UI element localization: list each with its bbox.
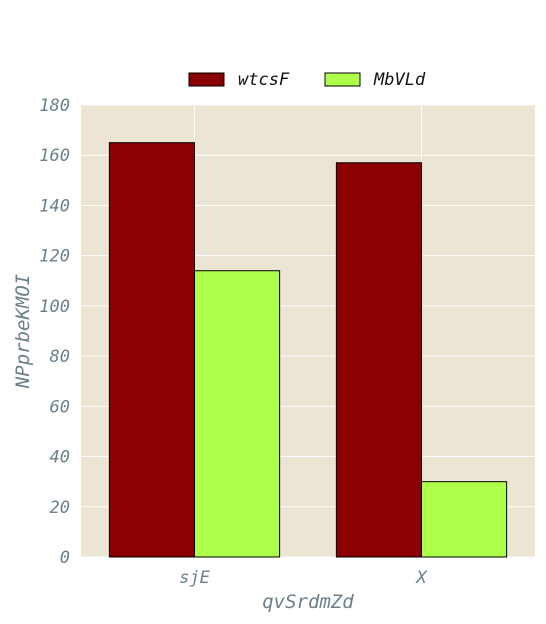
bar-MbVLd-X — [421, 481, 508, 558]
bar-wtcsF-sjE — [108, 142, 195, 558]
y-tick-label: 40 — [50, 448, 70, 468]
y-tick-label: 20 — [50, 498, 70, 518]
y-tick-label: 160 — [39, 146, 70, 166]
y-tick-label: 120 — [39, 247, 70, 267]
x-tick-labels: sjE X — [179, 568, 428, 588]
bar-wtcsF-X — [335, 162, 422, 558]
y-tick-label: 0 — [60, 548, 70, 568]
y-axis-label: NPprbeKMOI — [12, 274, 34, 389]
bars — [108, 142, 508, 558]
x-tick-label: sjE — [179, 568, 210, 588]
y-tick-label: 140 — [39, 196, 70, 216]
y-tick-label: 180 — [39, 96, 70, 116]
bar-MbVLd-sjE — [194, 270, 281, 558]
x-axis-label: qvSrdmZd — [262, 591, 354, 613]
legend-swatch-wtcsF — [188, 72, 225, 87]
x-tick-label: X — [414, 568, 428, 588]
legend-label-MbVLd: MbVLd — [373, 70, 426, 90]
y-tick-labels: 0 20 40 60 80 100 120 140 160 180 — [39, 96, 70, 568]
legend-swatch-MbVLd — [324, 72, 361, 87]
legend-label-wtcsF: wtcsF — [238, 70, 290, 90]
y-tick-label: 60 — [50, 397, 70, 417]
legend: wtcsF MbVLd — [188, 70, 426, 90]
y-tick-label: 100 — [39, 297, 70, 317]
y-tick-label: 80 — [50, 347, 70, 367]
